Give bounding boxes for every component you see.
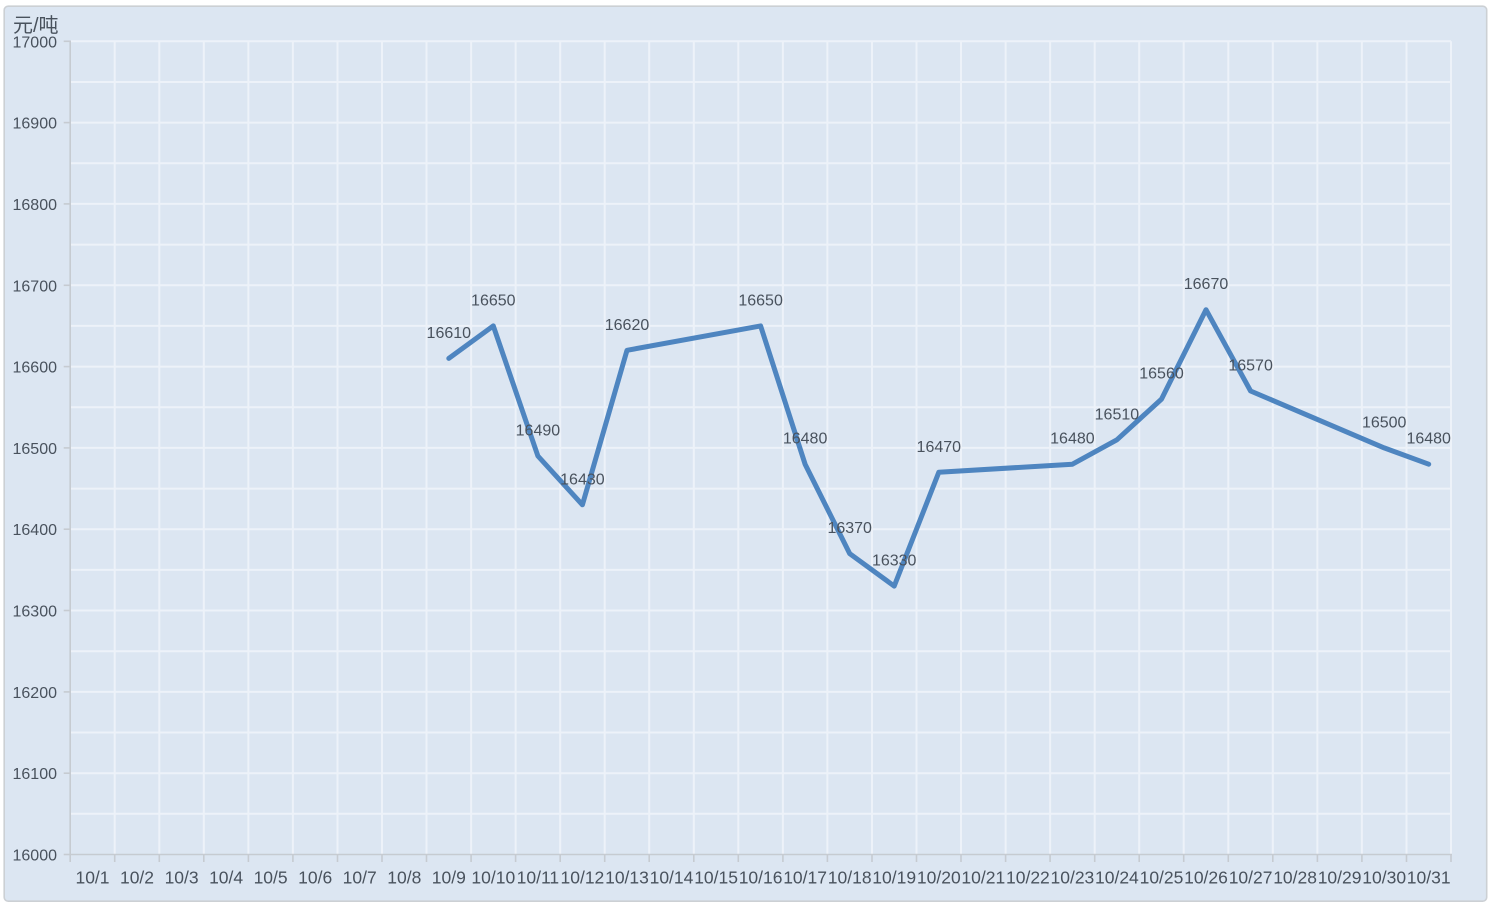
svg-text:10/20: 10/20 [917, 868, 961, 888]
svg-text:16700: 16700 [13, 278, 58, 295]
svg-text:16600: 16600 [13, 360, 58, 377]
svg-text:16300: 16300 [13, 604, 58, 621]
svg-text:16500: 16500 [1362, 414, 1407, 431]
svg-text:10/24: 10/24 [1095, 868, 1139, 888]
svg-text:10/12: 10/12 [561, 868, 605, 888]
svg-text:16370: 16370 [827, 520, 872, 537]
svg-text:10/6: 10/6 [298, 868, 332, 888]
svg-text:17000: 17000 [13, 34, 58, 51]
svg-text:16560: 16560 [1139, 366, 1184, 383]
svg-text:10/8: 10/8 [387, 868, 421, 888]
svg-text:10/14: 10/14 [650, 868, 694, 888]
svg-text:16480: 16480 [1406, 431, 1451, 448]
svg-text:10/7: 10/7 [343, 868, 377, 888]
svg-text:10/1: 10/1 [75, 868, 109, 888]
svg-text:16650: 16650 [471, 292, 516, 309]
svg-text:10/11: 10/11 [517, 868, 560, 888]
svg-text:10/18: 10/18 [828, 868, 872, 888]
svg-text:10/28: 10/28 [1273, 868, 1317, 888]
svg-text:16000: 16000 [13, 848, 58, 865]
svg-text:10/13: 10/13 [605, 868, 649, 888]
svg-text:16620: 16620 [605, 317, 650, 334]
svg-text:16400: 16400 [13, 522, 58, 539]
svg-text:10/29: 10/29 [1318, 868, 1362, 888]
svg-text:16500: 16500 [13, 441, 58, 458]
svg-text:10/15: 10/15 [694, 868, 738, 888]
svg-text:元/吨: 元/吨 [13, 14, 59, 37]
svg-text:10/9: 10/9 [432, 868, 466, 888]
svg-text:10/10: 10/10 [471, 868, 515, 888]
svg-text:16480: 16480 [1050, 431, 1095, 448]
svg-text:10/30: 10/30 [1362, 868, 1406, 888]
svg-text:16490: 16490 [516, 423, 561, 440]
svg-text:10/17: 10/17 [783, 868, 827, 888]
svg-text:10/22: 10/22 [1006, 868, 1050, 888]
svg-text:10/19: 10/19 [872, 868, 916, 888]
svg-text:16670: 16670 [1184, 276, 1229, 293]
svg-text:10/27: 10/27 [1229, 868, 1273, 888]
svg-text:10/4: 10/4 [209, 868, 243, 888]
svg-text:10/5: 10/5 [254, 868, 288, 888]
svg-text:16330: 16330 [872, 553, 917, 570]
svg-text:10/2: 10/2 [120, 868, 154, 888]
svg-text:10/23: 10/23 [1051, 868, 1095, 888]
svg-text:10/26: 10/26 [1184, 868, 1228, 888]
svg-text:16650: 16650 [738, 292, 783, 309]
svg-text:16200: 16200 [13, 685, 58, 702]
svg-text:10/31: 10/31 [1407, 868, 1451, 888]
svg-text:16510: 16510 [1095, 406, 1140, 423]
svg-text:10/3: 10/3 [165, 868, 199, 888]
svg-text:16470: 16470 [917, 439, 962, 456]
svg-text:10/21: 10/21 [961, 868, 1005, 888]
svg-text:16570: 16570 [1228, 358, 1273, 375]
svg-text:16800: 16800 [13, 197, 58, 214]
svg-text:16430: 16430 [560, 471, 605, 488]
svg-text:10/25: 10/25 [1140, 868, 1184, 888]
svg-text:10/16: 10/16 [739, 868, 783, 888]
svg-text:16480: 16480 [783, 431, 828, 448]
svg-text:16100: 16100 [13, 766, 58, 783]
svg-text:16610: 16610 [427, 325, 472, 342]
svg-text:16900: 16900 [13, 116, 58, 133]
